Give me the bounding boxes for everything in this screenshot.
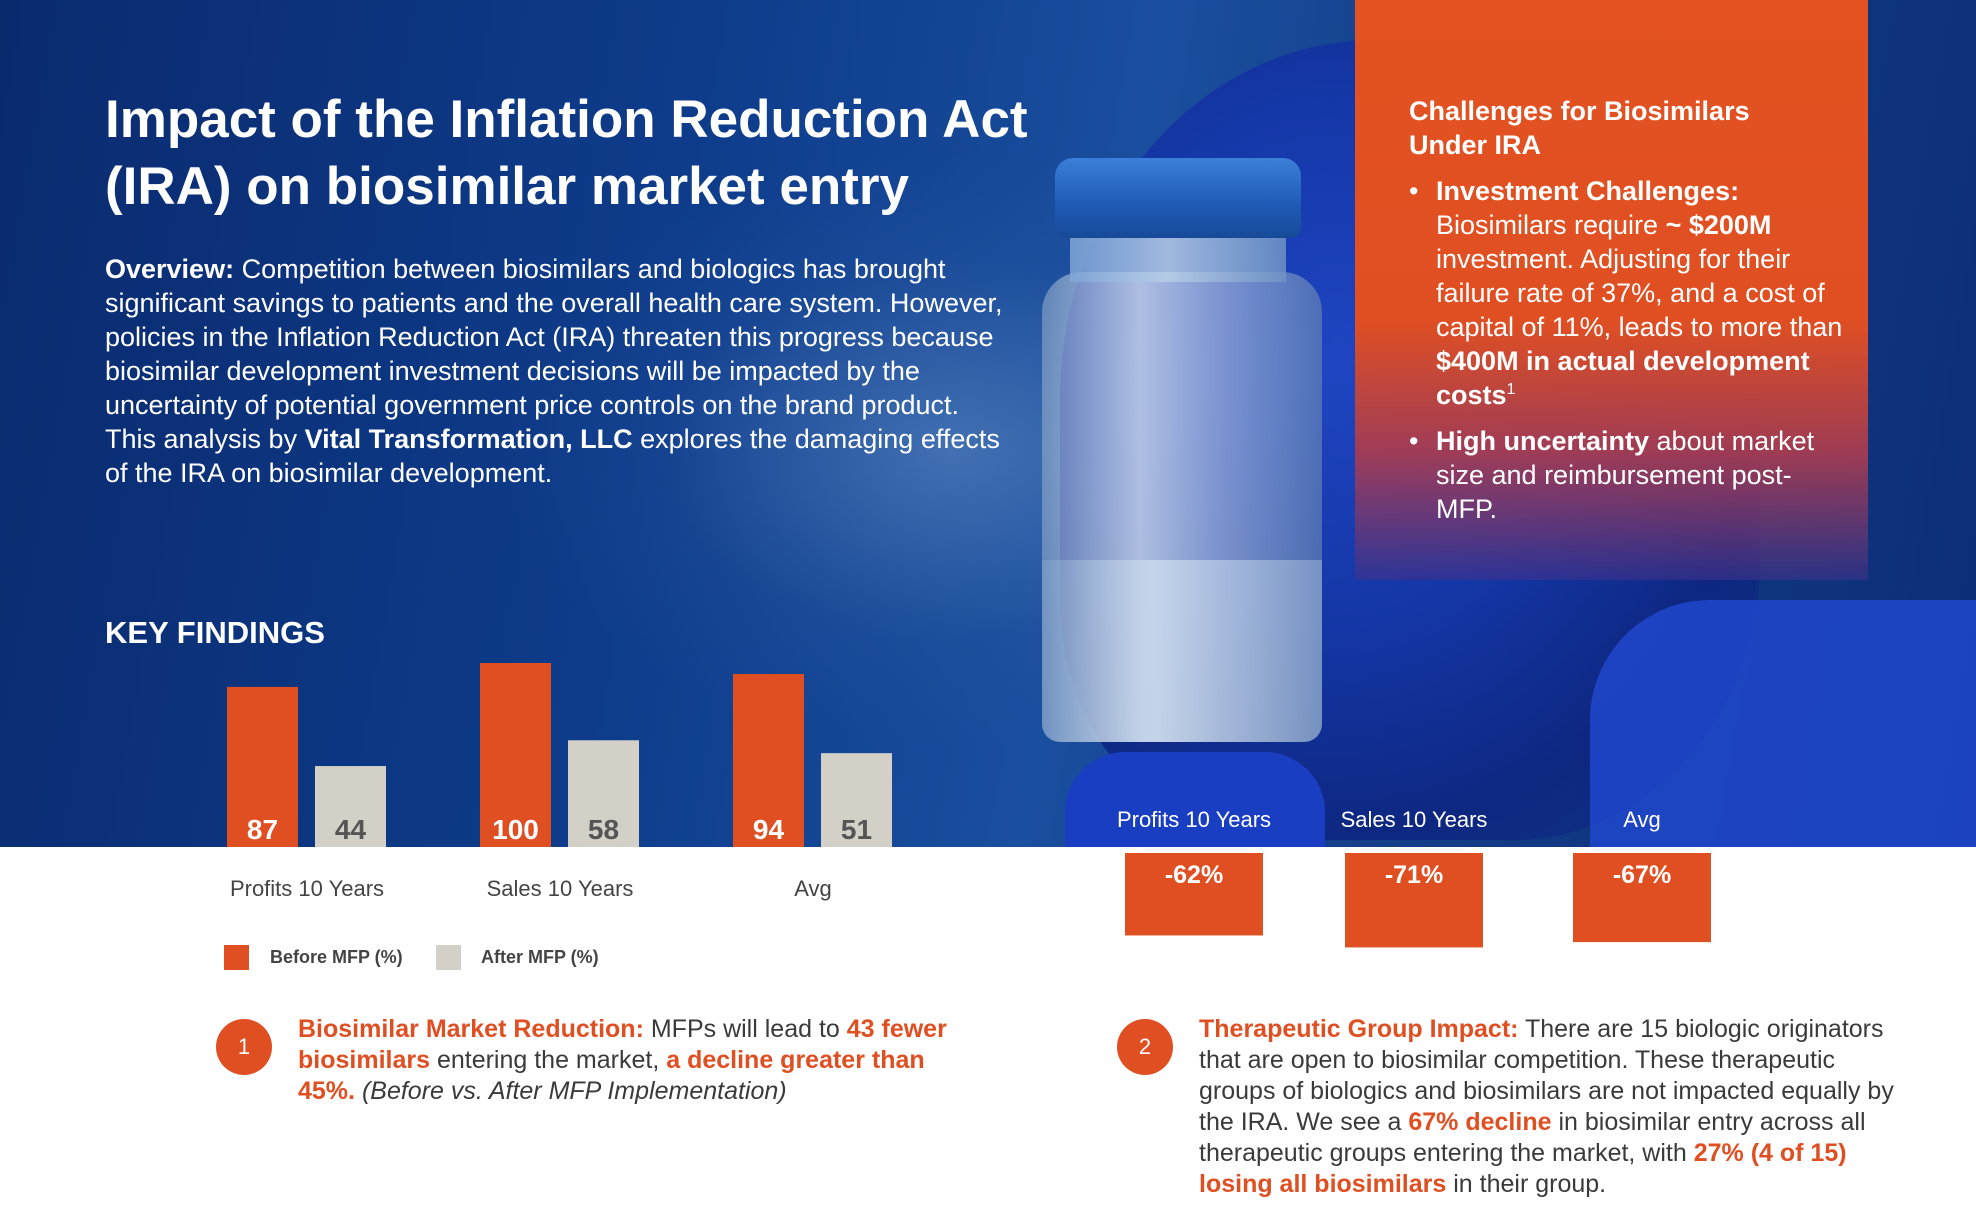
vial-neck [1070, 232, 1286, 282]
challenge-1-text-1: Biosimilars require [1436, 210, 1666, 240]
footnote-ref: 1 [1506, 381, 1516, 398]
bar-after-0 [315, 766, 386, 847]
glove-thumb [1590, 600, 1976, 847]
chart1-category-label-1: Sales 10 Years [487, 876, 634, 901]
change-label-0: -62% [1165, 861, 1223, 889]
challenge-1-bold-1: ~ $200M [1665, 210, 1772, 240]
finding-2-t3: in their group. [1446, 1170, 1607, 1198]
finding-1-highlight-2: a decline greater than 45%. [298, 1046, 925, 1105]
bar-label-before-2: 94 [753, 814, 785, 845]
overview-text-2: explores the damaging effects of the IRA… [105, 424, 1000, 488]
legend-swatch-before [224, 945, 249, 970]
bar-after-1 [568, 740, 639, 847]
challenges-list: Investment Challenges: Biosimilars requi… [1409, 174, 1849, 538]
change-bar-2 [1573, 853, 1711, 943]
overview-paragraph: Overview: Competition between biosimilar… [105, 252, 1005, 490]
challenge-1-bold-2: $400M in actual development costs [1436, 346, 1810, 410]
bar-label-after-0: 44 [335, 814, 367, 845]
bar-before-1 [480, 663, 551, 847]
bar-label-before-1: 100 [492, 814, 539, 845]
page-title: Impact of the Inflation Reduction Act (I… [105, 90, 1028, 216]
challenges-panel: Challenges for Biosimilars Under IRA Inv… [1355, 0, 1868, 580]
finding-1-lead: Biosimilar Market Reduction: [298, 1015, 644, 1043]
finding-1-badge: 1 [216, 1019, 272, 1075]
finding-1-highlight-1: 43 fewer biosimilars [298, 1015, 947, 1074]
legend-swatch-after [436, 945, 461, 970]
bar-label-before-0: 87 [247, 814, 278, 845]
chart1-category-label-2: Avg [794, 876, 832, 901]
finding-2-highlight-1: 67% decline [1408, 1108, 1552, 1136]
change-label-1: -71% [1385, 861, 1443, 889]
finding-2-highlight-2: 27% (4 of 15) losing all biosimilars [1199, 1139, 1847, 1198]
challenge-1-lead: Investment Challenges: [1436, 176, 1740, 206]
vial-cap [1055, 158, 1301, 238]
glove-finger [1065, 752, 1325, 847]
finding-2-text: Therapeutic Group Impact: There are 15 b… [1199, 1014, 1899, 1200]
finding-1-t3 [355, 1077, 362, 1105]
chart2-category-label-2: Avg [1623, 807, 1661, 832]
finding-2-t2: in biosimilar entry across all therapeut… [1199, 1108, 1866, 1167]
challenge-2-text: about market size and reimbursement post… [1436, 426, 1815, 524]
legend-label-after: After MFP (%) [481, 947, 599, 967]
chart2-category-label-1: Sales 10 Years [1341, 807, 1488, 832]
chart1-category-label-0: Profits 10 Years [230, 876, 384, 901]
legend-label-before: Before MFP (%) [270, 947, 403, 967]
bar-after-2 [821, 753, 892, 847]
vial-liquid [1042, 560, 1322, 742]
challenges-title: Challenges for Biosimilars Under IRA [1409, 96, 1750, 160]
finding-1-t1: MFPs will lead to [643, 1015, 847, 1043]
key-findings-heading: KEY FINDINGS [105, 615, 325, 650]
bar-label-after-1: 58 [588, 814, 619, 845]
finding-2-badge: 2 [1117, 1019, 1173, 1075]
change-label-2: -67% [1613, 861, 1671, 889]
change-bar-1 [1345, 853, 1483, 948]
bar-before-2 [733, 674, 804, 847]
challenge-item-uncertainty: High uncertainty about market size and r… [1409, 424, 1849, 526]
change-bar-0 [1125, 853, 1263, 936]
bar-before-0 [227, 686, 298, 847]
chart2-category-label-0: Profits 10 Years [1117, 807, 1271, 832]
finding-2-t1: There are 15 biologic originators that a… [1199, 1015, 1894, 1136]
overview-text-1: Competition between biosimilars and biol… [105, 254, 1003, 454]
challenge-1-text-2: investment. Adjusting for their failure … [1436, 244, 1843, 342]
finding-1-t2: entering the market, [430, 1046, 667, 1074]
challenge-item-investment: Investment Challenges: Biosimilars requi… [1409, 174, 1849, 412]
bar-label-after-2: 51 [841, 814, 872, 845]
overview-org: Vital Transformation, LLC [304, 424, 633, 454]
finding-1-text: Biosimilar Market Reduction: MFPs will l… [298, 1014, 958, 1107]
finding-2-lead: Therapeutic Group Impact: [1199, 1015, 1519, 1043]
challenge-2-lead: High uncertainty [1436, 426, 1650, 456]
finding-1-note: (Before vs. After MFP Implementation) [361, 1077, 787, 1105]
overview-label: Overview: [105, 254, 235, 284]
